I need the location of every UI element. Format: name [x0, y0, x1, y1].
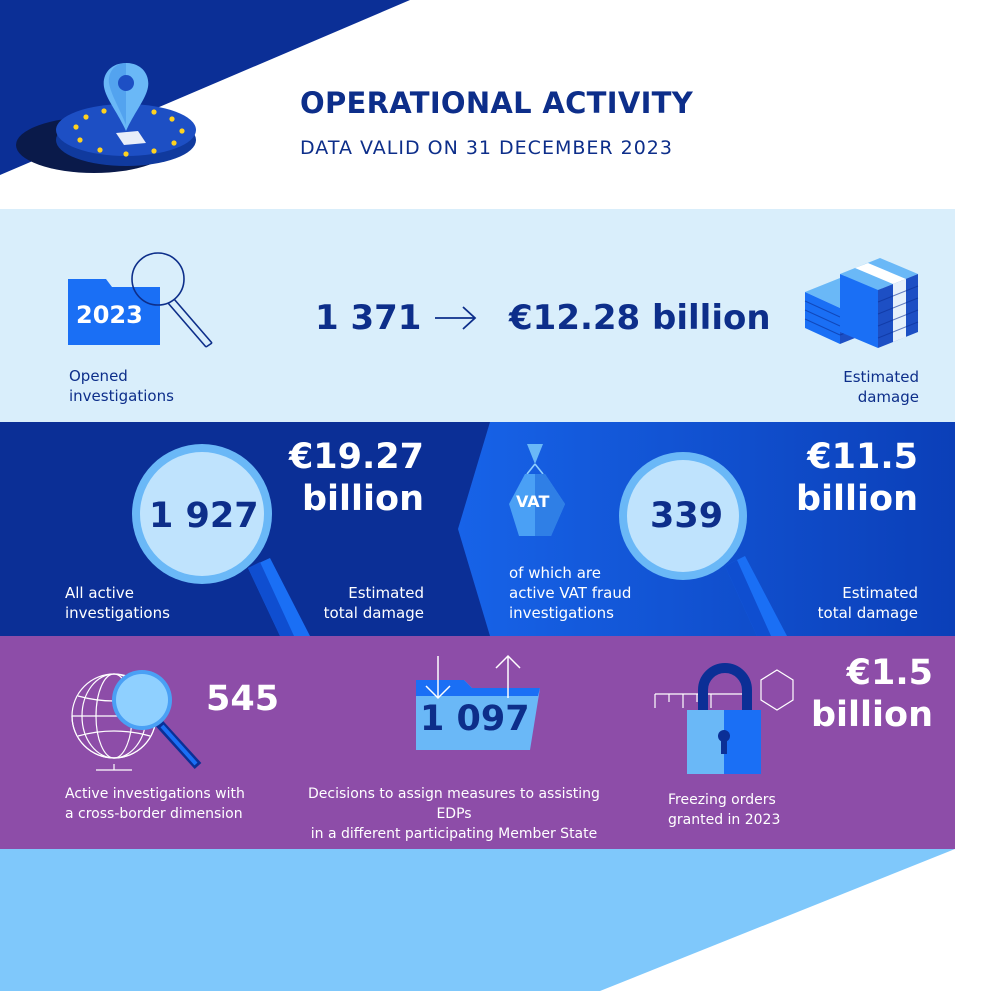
decisions-label-line1: Decisions to assign measures to assistin… — [308, 786, 600, 822]
page-subtitle: DATA VALID ON 31 DECEMBER 2023 — [300, 137, 673, 159]
crossborder-label-line2: a cross-border dimension — [65, 806, 243, 822]
padlock-icon — [654, 663, 794, 774]
crossborder-count: 545 — [206, 679, 280, 719]
decisions-label-line2: in a different participating Member Stat… — [310, 826, 598, 842]
active-label-line1: All active — [65, 584, 134, 602]
opened-damage-label-line1: Estimated — [843, 368, 919, 386]
freezing-amount-line2: billion — [810, 695, 933, 735]
vat-damage-line1: €11.5 — [807, 437, 918, 477]
crossborder-label-line1: Active investigations with — [65, 786, 245, 802]
decisions-count: 1 097 — [420, 699, 530, 739]
vat-label-line3: investigations — [509, 604, 614, 622]
freezing-amount: €1.5 billion — [790, 652, 933, 736]
active-label: All active investigations — [65, 583, 170, 623]
page-title: OPERATIONAL ACTIVITY — [300, 86, 694, 120]
vat-label-line2: active VAT fraud — [509, 584, 632, 602]
vat-damage-line2: billion — [795, 479, 918, 519]
vat-damage-label-line2: total damage — [817, 604, 918, 622]
arrow-right-icon — [435, 306, 477, 330]
vat-damage-label: Estimated total damage — [778, 583, 918, 623]
opened-damage-label: Estimated damage — [780, 367, 919, 407]
crossborder-label: Active investigations with a cross-borde… — [65, 784, 245, 824]
opened-count: 1 371 — [315, 298, 422, 338]
folder-transfer-icon — [416, 654, 540, 750]
vat-label: of which are active VAT fraud investigat… — [509, 563, 631, 623]
opened-label: Opened investigations — [69, 366, 174, 406]
freezing-amount-line1: €1.5 — [846, 653, 933, 693]
vat-tag-icon — [509, 444, 565, 536]
globe-magnifier-icon — [71, 670, 202, 771]
vat-label-line1: of which are — [509, 564, 601, 582]
vat-count: 339 — [650, 496, 724, 536]
magnifier-icon-active — [132, 444, 310, 636]
vat-badge: VAT — [516, 492, 550, 511]
opened-label-line1: Opened — [69, 367, 128, 385]
active-damage-line1: €19.27 — [288, 437, 424, 477]
money-stack-icon — [804, 258, 919, 348]
vat-damage-label-line1: Estimated — [842, 584, 918, 602]
freezing-label-line2: granted in 2023 — [668, 812, 781, 828]
active-damage: €19.27 billion — [282, 436, 424, 520]
bottom-sky-band — [0, 849, 955, 991]
active-damage-line2: billion — [301, 479, 424, 519]
active-label-line2: investigations — [65, 604, 170, 622]
freezing-label: Freezing orders granted in 2023 — [668, 790, 780, 830]
opened-label-line2: investigations — [69, 387, 174, 405]
decisions-label: Decisions to assign measures to assistin… — [296, 784, 612, 844]
year-badge: 2023 — [76, 301, 143, 329]
eu-location-pin-icon — [16, 63, 196, 173]
magnifier-icon-vat — [619, 452, 787, 636]
active-damage-label: Estimated total damage — [284, 583, 424, 623]
folder-magnifier-icon — [68, 252, 213, 348]
active-count: 1 927 — [149, 496, 259, 536]
vat-damage: €11.5 billion — [775, 436, 918, 520]
opened-damage-label-line2: damage — [857, 388, 919, 406]
active-damage-label-line1: Estimated — [348, 584, 424, 602]
opened-damage: €12.28 billion — [509, 298, 771, 338]
freezing-label-line1: Freezing orders — [668, 792, 776, 808]
active-damage-label-line2: total damage — [323, 604, 424, 622]
